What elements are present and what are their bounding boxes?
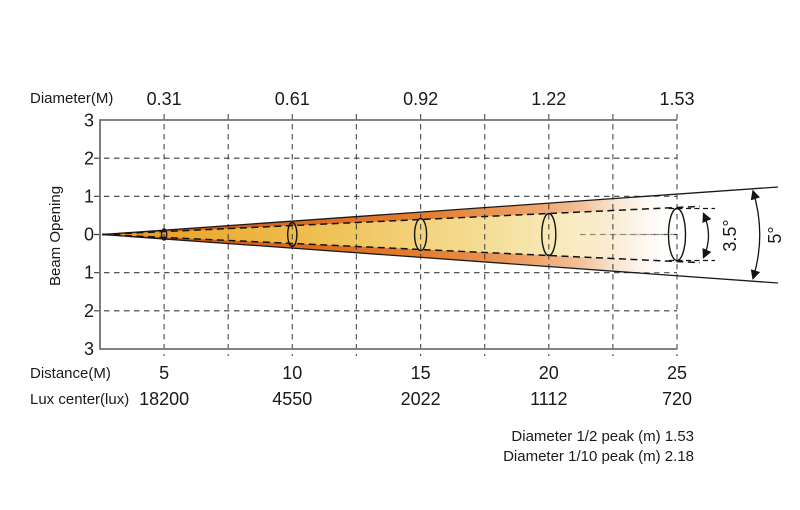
beam-ellipse-5m [160,228,168,241]
angle-arc-inner [702,212,712,259]
angle-annotations: 3.5° 5° [669,189,785,280]
beam-inner-fill [102,206,700,263]
diameter-value: 0.31 [147,89,182,109]
y-tick: 3 [84,111,94,131]
y-tick: 2 [84,149,94,169]
diameter-value: 0.92 [403,89,438,109]
y-tick: 1 [84,187,94,207]
beam-ellipse-25m [667,207,687,262]
y-tick: 0 [84,225,94,245]
distance-row: Distance(M) 5 10 15 20 25 [30,363,687,383]
beam-ellipses [160,207,687,262]
top-axis-label: Diameter(M) [30,90,113,107]
lux-value: 18200 [139,389,189,409]
beam-inner-top-dashed [101,205,701,236]
y-tick: 2 [84,301,94,321]
distance-row-label: Distance(M) [30,365,111,382]
lux-row-label: Lux center(lux) [30,391,129,408]
distance-value: 25 [667,363,687,383]
lux-value: 720 [662,389,692,409]
angle-label-inner: 3.5° [720,219,740,251]
lux-row: Lux center(lux) 18200 4550 2022 1112 720 [30,389,692,409]
beam-outer-bottom-line [101,233,779,284]
y-tick: 3 [84,339,94,359]
lux-value: 1112 [530,389,567,409]
angle-label-outer: 5° [765,226,785,243]
distance-value: 20 [539,363,559,383]
y-axis-label: Beam Opening [47,186,64,286]
y-tick: 1 [84,263,94,283]
distance-value: 10 [282,363,302,383]
beam-ellipse-10m [286,221,298,248]
diameter-value: 0.61 [275,89,310,109]
beam-ellipse-20m [541,212,557,257]
plot-frame [99,119,677,350]
beam-outer-top-line [101,186,779,236]
footnotes: Diameter 1/2 peak (m) 1.53 Diameter 1/10… [503,428,694,465]
beam-ellipse-15m [413,217,428,252]
diameter-value: 1.53 [659,89,694,109]
footnote-tenth-peak: Diameter 1/10 peak (m) 2.18 [503,448,694,465]
lux-value: 2022 [401,389,441,409]
angle-arc-outer [750,189,761,280]
beam-boundaries [101,186,779,284]
top-axis: Diameter(M) 0.31 0.61 0.92 1.22 1.53 [30,89,695,109]
distance-value: 15 [411,363,431,383]
y-axis: Beam Opening 3 2 1 0 1 2 3 [47,111,94,360]
footnote-half-peak: Diameter 1/2 peak (m) 1.53 [511,428,694,445]
lux-value: 4550 [272,389,312,409]
beam-inner-bottom-dashed [101,233,701,264]
diameter-value: 1.22 [531,89,566,109]
distance-value: 5 [159,363,169,383]
